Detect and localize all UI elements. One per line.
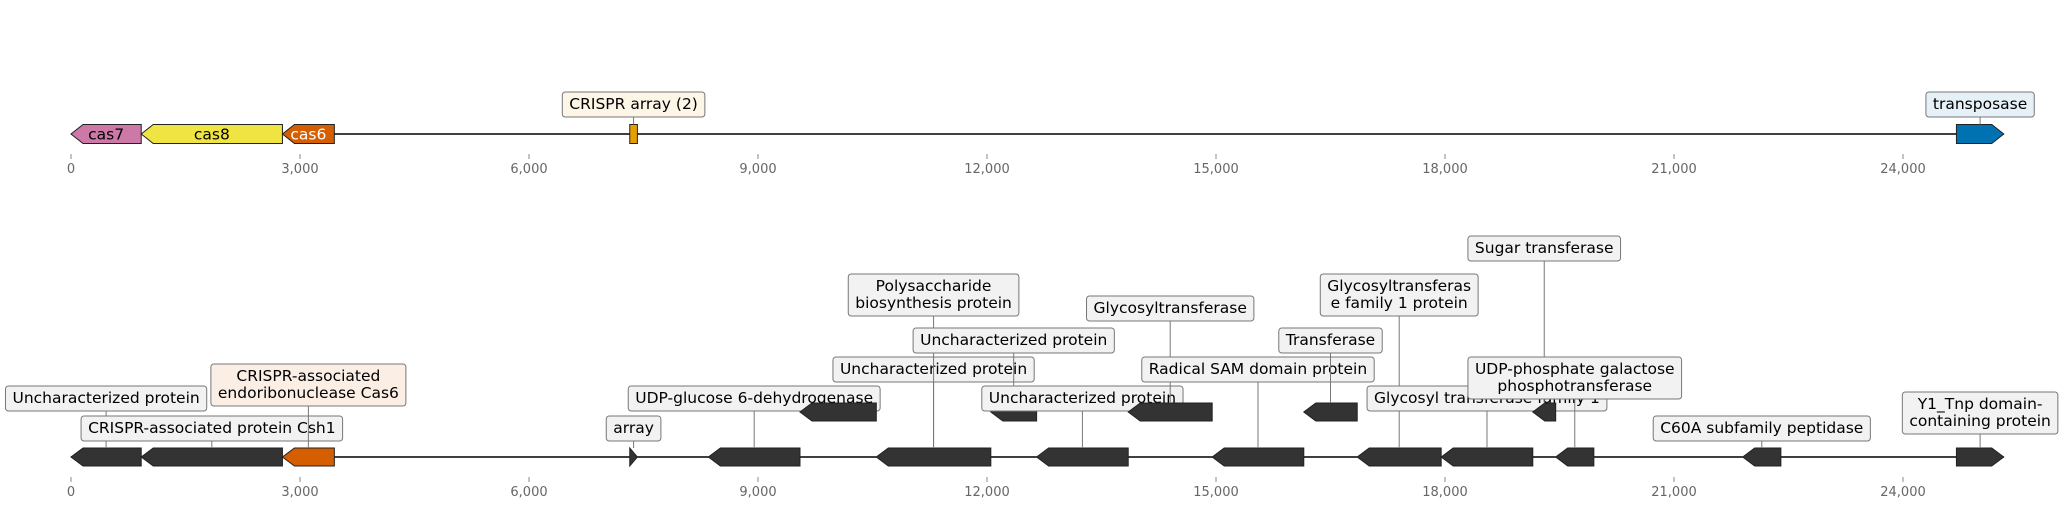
- feature-label-box: [1652, 415, 1871, 442]
- axis-tick-label: 18,000: [1422, 162, 1468, 177]
- feature-label-box: [1141, 356, 1375, 383]
- feature-label: phosphotransferase: [1497, 377, 1652, 395]
- feature-label: Sugar transferase: [1475, 239, 1614, 257]
- feature-label-box: [1925, 91, 2035, 118]
- feature-label: containing protein: [1909, 412, 2051, 430]
- gene-glycosyltransferase: [1127, 402, 1213, 422]
- feature-label: CRISPR-associated: [236, 367, 380, 385]
- gene-array: [629, 446, 639, 468]
- gene-label-cas6: cas6: [290, 126, 326, 144]
- gene-crispr-array: [629, 124, 638, 144]
- feature-label: Uncharacterized protein: [920, 331, 1107, 349]
- feature-label-box: [605, 415, 662, 442]
- feature-label: e family 1 protein: [1331, 294, 1468, 312]
- feature-label-box: [561, 91, 706, 118]
- gene-glycosyltransferase-fam1: [1356, 447, 1442, 467]
- axis-tick-label: 6,000: [510, 162, 547, 177]
- feature-label: Y1_Tnp domain-: [1917, 395, 2043, 414]
- gene-cas7: [70, 124, 142, 144]
- feature-label: Radical SAM domain protein: [1149, 360, 1367, 378]
- axis-tick-label: 12,000: [964, 162, 1010, 177]
- feature-label: transposase: [1933, 95, 2027, 113]
- axis-tick-label: 24,000: [1880, 485, 1926, 500]
- feature-label-box: [981, 385, 1184, 412]
- feature-label: array: [613, 419, 654, 437]
- feature-label-box: [1319, 273, 1479, 317]
- feature-label-box: [1901, 391, 2059, 435]
- gene-uncharacterized-3: [875, 447, 992, 467]
- gene-sugar-transferase: [1531, 402, 1557, 422]
- axis-tick-label: 21,000: [1651, 162, 1697, 177]
- gene-glycosyl-transferase-fam1: [1440, 447, 1534, 467]
- axis-tick-label: 15,000: [1193, 162, 1239, 177]
- track-2: 0 3,000 6,000 9,000 12,000 15,000 18,000 21,000…: [4, 235, 2059, 500]
- axis-tick-label: 24,000: [1880, 162, 1926, 177]
- gene-csh1: [140, 447, 283, 467]
- axis-tick-label: 18,000: [1422, 485, 1468, 500]
- feature-label: CRISPR-associated protein Csh1: [88, 419, 336, 437]
- axis-tick-label: 15,000: [1193, 485, 1239, 500]
- axis-tick-label: 21,000: [1651, 485, 1697, 500]
- gene-cas6: [281, 124, 335, 144]
- feature-label: Uncharacterized protein: [12, 389, 199, 407]
- feature-label: endoribonuclease Cas6: [218, 384, 399, 402]
- feature-label-box: [210, 363, 407, 407]
- gene-label-cas7: cas7: [88, 126, 124, 144]
- feature-label: biosynthesis protein: [855, 294, 1012, 312]
- feature-label-box: [80, 415, 344, 442]
- track-1: 0 3,000 6,000 9,000 12,000 15,000 18,000 21,000…: [67, 91, 2035, 177]
- axis-tick-label: 12,000: [964, 485, 1010, 500]
- axis-tick-label: 9,000: [739, 162, 776, 177]
- gene-uncharacterized-2: [799, 402, 877, 422]
- feature-label: UDP-phosphate galactose: [1475, 360, 1675, 378]
- gene-transposase: [1955, 124, 2005, 144]
- gene-uncharacterized-5: [1035, 447, 1129, 467]
- feature-label: Transferase: [1285, 331, 1375, 349]
- feature-label: Glycosyltransferase: [1094, 299, 1247, 317]
- feature-label: Uncharacterized protein: [989, 389, 1176, 407]
- axis-tick-label: 0: [67, 485, 75, 500]
- feature-label: Glycosyltransferas: [1327, 277, 1471, 295]
- gene-transferase: [1302, 402, 1358, 422]
- gene-label-cas8: cas8: [194, 126, 230, 144]
- feature-label-box: [1467, 356, 1683, 400]
- gene-c60a: [1741, 447, 1782, 467]
- gene-cas8: [140, 124, 283, 144]
- gene-y1-tnp: [1955, 447, 2005, 467]
- feature-label-box: [912, 327, 1115, 354]
- gene-radical-sam: [1211, 447, 1305, 467]
- axis-tick-label: 0: [67, 162, 75, 177]
- gene-udp-phosphate: [1554, 447, 1595, 467]
- gene-cas6-2: [281, 447, 335, 467]
- axis-tick-label: 9,000: [739, 485, 776, 500]
- gene-udp-glucose: [707, 447, 801, 467]
- gene-uncharacterized-1: [70, 447, 142, 467]
- feature-label-box: [847, 273, 1020, 317]
- feature-label-box: [1467, 235, 1622, 262]
- feature-label-box: [1278, 327, 1383, 354]
- feature-label-box: [1086, 295, 1255, 322]
- axis-tick-label: 3,000: [281, 485, 318, 500]
- feature-label: CRISPR array (2): [569, 95, 698, 113]
- axis-tick-label: 3,000: [281, 162, 318, 177]
- axis-tick-label: 6,000: [510, 485, 547, 500]
- feature-label-box: [4, 385, 208, 412]
- feature-label: C60A subfamily peptidase: [1660, 419, 1863, 437]
- feature-label: Polysaccharide: [876, 277, 992, 295]
